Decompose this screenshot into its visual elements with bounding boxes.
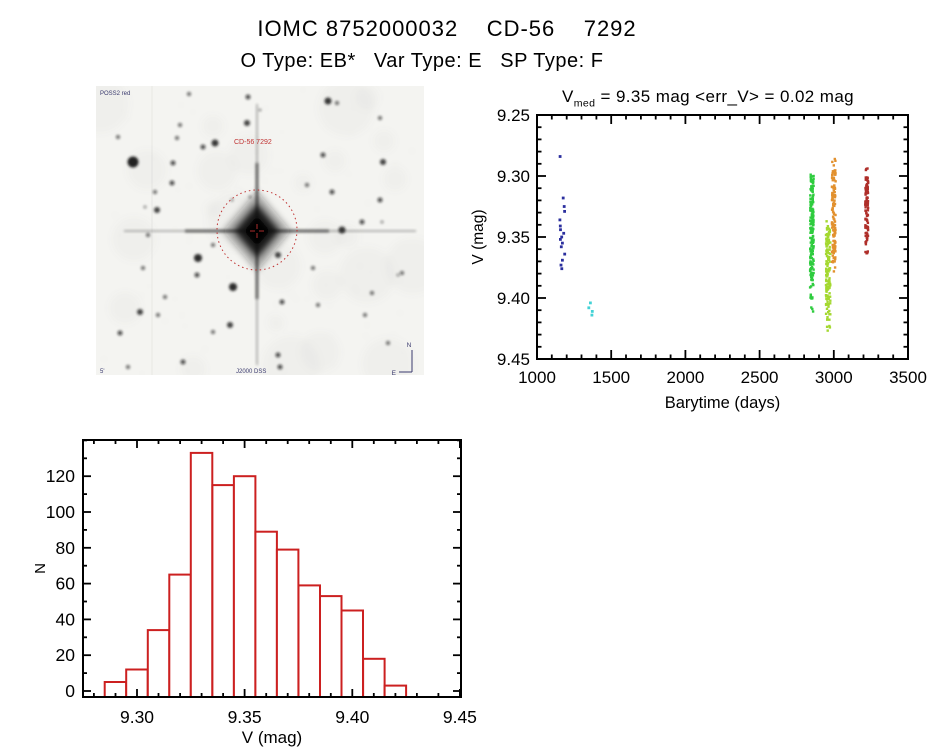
plate-epoch-label: J2000 DSS (236, 369, 266, 375)
plate-source-label: POSS2 red (100, 91, 130, 97)
svg-text:3000: 3000 (815, 368, 853, 387)
lightcurve-tick-labels: 1000 1500 2000 2500 3000 3500 9.25 9.30 9.35 9.40… (497, 106, 927, 387)
svg-text:20: 20 (56, 645, 76, 665)
histogram-ylabel: N (32, 563, 49, 574)
svg-text:9.40: 9.40 (335, 707, 369, 727)
lightcurve-title-rest: = 9.35 mag <err_V> = 0.02 mag (595, 87, 855, 106)
svg-text:60: 60 (56, 574, 76, 594)
lightcurve-title-sub: med (573, 97, 596, 110)
svg-text:9.25: 9.25 (497, 106, 530, 125)
histogram-tick-labels: 9.30 9.35 9.40 9.45 0 20 40 60 80 100 120 (46, 466, 477, 727)
compass-icon (399, 350, 413, 373)
field-stars (116, 92, 404, 370)
svg-text:9.35: 9.35 (497, 228, 530, 247)
svg-text:40: 40 (56, 609, 76, 629)
finder-chart-image: CD-56 7292 POSS2 red J2000 DSS 5' N E (96, 86, 424, 375)
svg-text:9.40: 9.40 (497, 289, 530, 308)
histogram-bars (103, 451, 408, 699)
svg-text:100: 100 (46, 502, 75, 522)
histogram-axes (82, 439, 462, 698)
svg-text:9.45: 9.45 (497, 350, 530, 369)
svg-text:9.30: 9.30 (120, 707, 154, 727)
lightcurve-svg: 1000 1500 2000 2500 3000 3500 9.25 9.30 9.35 9.40… (470, 106, 927, 412)
target-crosshair (250, 224, 264, 238)
svg-text:80: 80 (56, 538, 76, 558)
target-label: CD-56 7292 (234, 139, 272, 146)
lightcurve-title-base: V (561, 87, 574, 106)
lightcurve-axes (536, 114, 909, 360)
compass-east-label: E (392, 370, 397, 375)
histogram-svg: 9.30 9.35 9.40 9.45 0 20 40 60 80 100 120 V (mag) N (32, 439, 477, 747)
svg-text:1500: 1500 (592, 368, 630, 387)
svg-text:9.35: 9.35 (228, 707, 262, 727)
scale-mark-label: 5' (100, 369, 104, 375)
svg-text:2000: 2000 (666, 368, 704, 387)
lightcurve-xlabel: Barytime (days) (665, 394, 781, 412)
svg-text:9.30: 9.30 (497, 167, 530, 186)
svg-text:3500: 3500 (889, 368, 927, 387)
histogram-xlabel: V (mag) (242, 728, 302, 747)
svg-text:120: 120 (46, 466, 75, 486)
svg-text:1000: 1000 (518, 368, 556, 387)
page-title: IOMC 8752000032 CD-56 7292 (257, 16, 637, 41)
lightcurve-ylabel: V (mag) (470, 209, 487, 264)
lightcurve-plot: 1000 1500 2000 2500 3000 3500 9.25 9.30 9.35 9.40… (455, 84, 944, 420)
target-star (223, 191, 291, 271)
compass-north-label: N (407, 342, 412, 349)
svg-text:9.45: 9.45 (443, 707, 477, 727)
target-circle (216, 189, 298, 271)
finder-sky-image: CD-56 7292 POSS2 red J2000 DSS 5' N E (96, 86, 424, 375)
svg-text:2500: 2500 (741, 368, 779, 387)
lightcurve-points (558, 155, 870, 332)
svg-text:0: 0 (65, 681, 75, 701)
page-subtitle: O Type: EB* Var Type: E SP Type: F (240, 50, 604, 72)
lightcurve-title: Vmed = 9.35 mag <err_V> = 0.02 mag (562, 87, 854, 109)
magnitude-histogram: 9.30 9.35 9.40 9.45 0 20 40 60 80 100 120 V (mag) N (18, 425, 492, 747)
